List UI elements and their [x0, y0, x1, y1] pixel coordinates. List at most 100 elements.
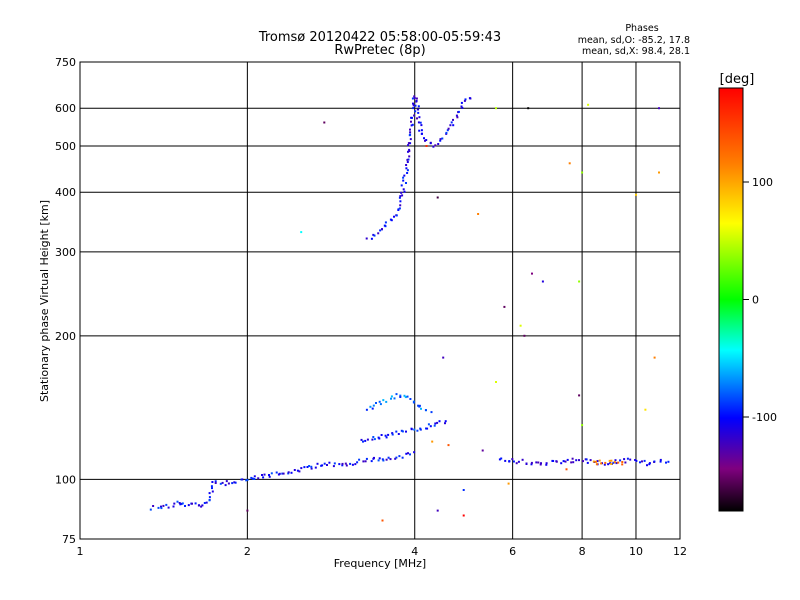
data-point — [281, 472, 284, 475]
data-point — [253, 478, 256, 480]
data-point — [517, 460, 520, 463]
data-point — [410, 124, 413, 127]
data-point — [362, 440, 364, 443]
data-point — [360, 438, 363, 441]
data-point — [610, 459, 613, 462]
data-point — [401, 456, 404, 459]
data-point — [578, 459, 580, 462]
data-point — [393, 215, 395, 218]
data-point — [333, 462, 336, 465]
data-point — [587, 103, 590, 106]
data-point — [372, 233, 375, 236]
data-point — [203, 502, 206, 504]
data-point — [210, 485, 213, 488]
data-point — [178, 502, 181, 504]
data-point — [377, 232, 380, 235]
data-point — [624, 461, 627, 464]
x-axis-label: Frequency [MHz] — [334, 557, 426, 570]
data-point — [180, 502, 183, 505]
data-point — [413, 95, 416, 98]
data-point — [409, 398, 412, 400]
data-point — [592, 460, 595, 463]
data-point — [575, 459, 578, 462]
data-point — [545, 463, 548, 466]
data-point — [541, 280, 544, 283]
data-point — [442, 356, 445, 359]
data-point — [219, 482, 222, 485]
data-point — [381, 228, 383, 231]
data-point — [308, 465, 311, 467]
data-point — [275, 471, 278, 474]
data-point — [214, 482, 217, 484]
data-point — [370, 460, 373, 463]
data-point — [377, 459, 380, 462]
data-point — [555, 460, 558, 463]
phases-line-o: mean, sd,O: -85.2, 17.8 — [578, 35, 690, 46]
data-point — [596, 460, 599, 463]
data-point — [420, 129, 423, 132]
data-point — [187, 504, 190, 507]
data-point — [603, 463, 606, 466]
data-point — [184, 505, 186, 507]
data-point — [373, 234, 376, 237]
data-point — [495, 381, 497, 383]
data-points — [149, 95, 670, 522]
data-point — [659, 458, 662, 461]
data-point — [659, 460, 662, 463]
data-point — [560, 462, 563, 465]
colorbar-tick-label: -100 — [752, 411, 777, 424]
x-tick-label: 1 — [77, 545, 84, 558]
data-point — [495, 107, 497, 110]
data-point — [323, 462, 326, 465]
data-point — [205, 501, 208, 504]
data-point — [227, 482, 230, 485]
data-point — [373, 438, 376, 441]
data-point — [152, 505, 155, 507]
data-point — [420, 124, 423, 127]
data-point — [394, 457, 397, 460]
data-point — [390, 219, 393, 222]
data-point — [160, 505, 162, 508]
data-point — [208, 492, 211, 495]
data-point — [298, 470, 301, 473]
data-point — [405, 430, 407, 433]
data-point — [613, 461, 616, 464]
data-point — [364, 460, 367, 463]
data-point — [409, 131, 412, 134]
data-point — [578, 280, 581, 283]
data-point — [407, 150, 409, 153]
data-point — [530, 463, 533, 466]
data-point — [370, 237, 373, 240]
data-point — [609, 462, 612, 465]
data-point — [600, 462, 603, 465]
data-point — [245, 479, 248, 482]
data-point — [349, 462, 352, 465]
data-point — [387, 456, 390, 459]
data-point — [643, 459, 646, 462]
data-point — [300, 467, 303, 470]
y-axis-label: Stationary phase Virtual Height [km] — [38, 200, 51, 402]
data-point — [607, 463, 610, 466]
data-point — [200, 505, 203, 508]
data-point — [270, 472, 273, 475]
data-point — [525, 463, 528, 465]
data-point — [508, 460, 511, 463]
x-tick-label: 4 — [411, 545, 418, 558]
data-point — [635, 459, 638, 462]
y-tick-label: 600 — [55, 102, 76, 115]
data-point — [413, 451, 416, 454]
data-point — [366, 438, 369, 441]
data-point — [416, 117, 418, 120]
data-point — [160, 507, 163, 510]
data-point — [418, 404, 421, 407]
data-point — [409, 138, 412, 141]
phases-line-x: mean, sd,X: 98.4, 28.1 — [582, 46, 690, 57]
data-point — [246, 509, 249, 512]
data-point — [389, 458, 392, 461]
data-point — [372, 404, 375, 407]
data-point — [231, 482, 234, 485]
data-point — [262, 476, 265, 479]
data-point — [436, 421, 439, 424]
data-point — [446, 129, 449, 132]
data-point — [253, 475, 256, 478]
